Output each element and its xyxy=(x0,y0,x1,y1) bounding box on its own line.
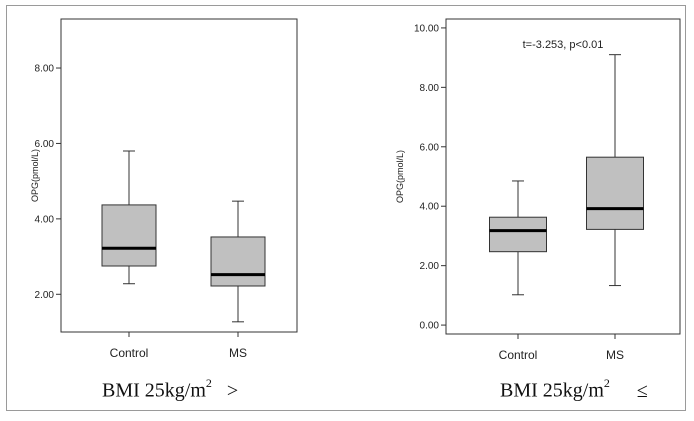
right-y-tick-label: 4.00 xyxy=(420,202,440,213)
right-y-tick-label: 0.00 xyxy=(420,321,440,332)
right-x-tick-label: Control xyxy=(499,348,538,362)
left-x-tick-label: Control xyxy=(110,346,149,360)
left-y-tick-label: 2.00 xyxy=(35,290,55,301)
caption-left-symbol: > xyxy=(226,379,239,402)
left-box-control xyxy=(101,204,157,267)
left-y-tick-label: 8.00 xyxy=(35,64,55,75)
figure-frame xyxy=(6,5,686,411)
left-y-axis-label: OPG(pmol/L) xyxy=(30,149,40,202)
right-x-tick-label: MS xyxy=(606,348,624,362)
left-y-tick-label: 6.00 xyxy=(35,139,55,150)
right-y-tick-label: 6.00 xyxy=(420,142,440,153)
caption-right-symbol: ≤ xyxy=(636,379,648,402)
right-y-axis-label: OPG(pmol/L) xyxy=(395,150,405,203)
right-box-control xyxy=(489,216,547,253)
caption-left-text: BMI 25kg/m xyxy=(102,379,206,402)
caption-left: BMI 25kg/m2 > xyxy=(102,376,239,403)
right-box-ms xyxy=(586,156,644,230)
right-annotation: t=-3.253, p<0.01 xyxy=(523,39,604,51)
left-box-ms xyxy=(210,236,266,287)
caption-right-sup: 2 xyxy=(603,376,610,390)
caption-right-text: BMI 25kg/m xyxy=(500,379,604,402)
right-y-tick-label: 2.00 xyxy=(420,261,440,272)
right-y-tick-label: 8.00 xyxy=(420,83,440,94)
left-plot-area xyxy=(60,18,298,333)
left-x-tick-label: MS xyxy=(229,346,247,360)
caption-left-sup: 2 xyxy=(205,376,212,390)
caption-right: BMI 25kg/m2 ≤ xyxy=(500,376,648,403)
right-plot-area xyxy=(445,18,681,335)
left-y-tick-label: 4.00 xyxy=(35,214,55,225)
right-y-tick-label: 10.00 xyxy=(414,23,439,34)
